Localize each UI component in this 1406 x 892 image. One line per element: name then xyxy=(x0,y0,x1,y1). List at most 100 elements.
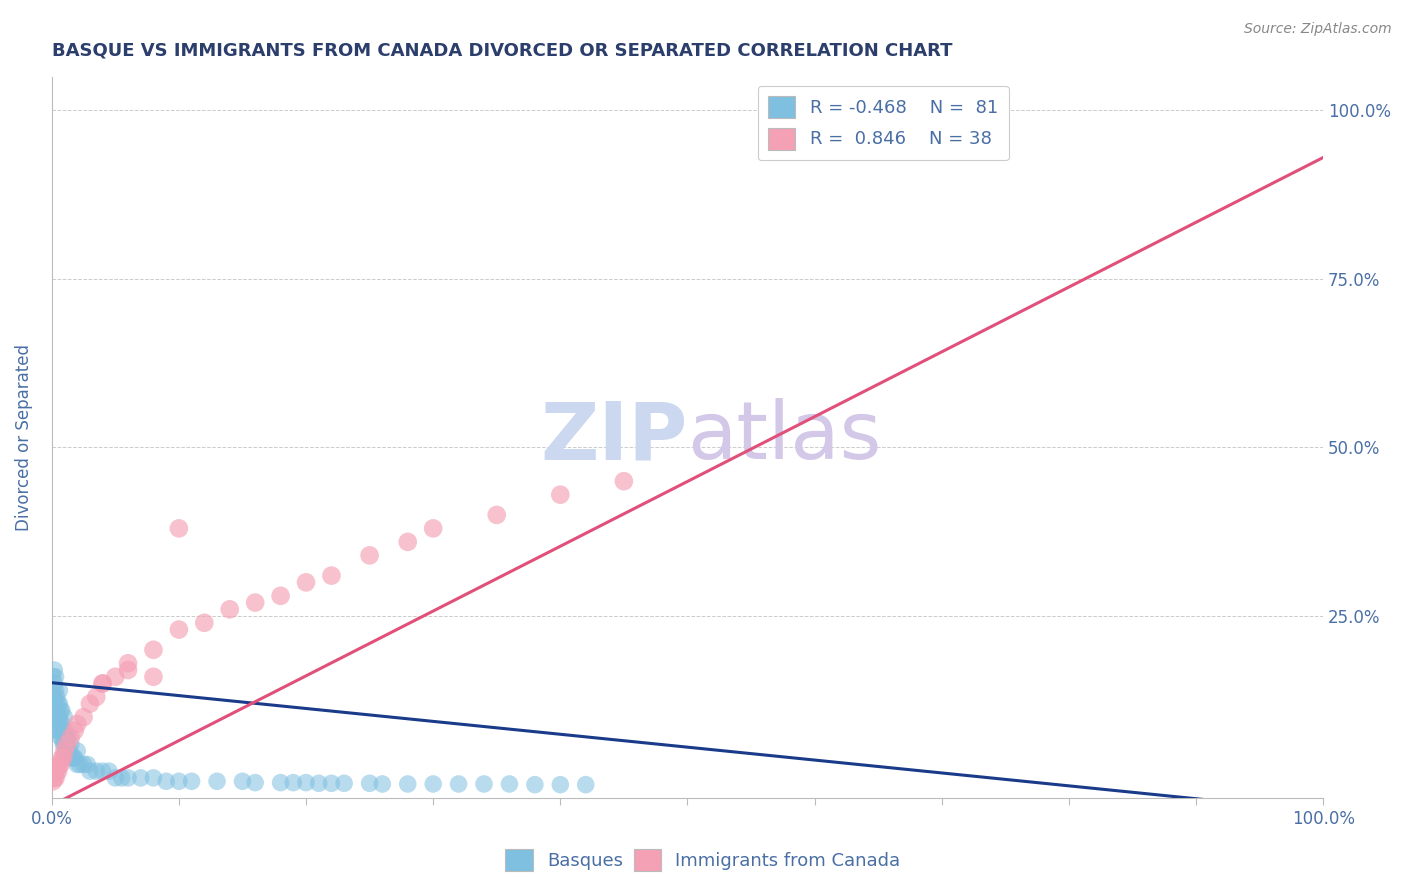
Point xyxy=(117,663,139,677)
Point xyxy=(359,549,381,563)
Point xyxy=(46,723,69,738)
Point xyxy=(44,690,66,704)
Point xyxy=(550,778,572,792)
Text: atlas: atlas xyxy=(688,399,882,476)
Point xyxy=(66,744,89,758)
Point xyxy=(56,731,79,745)
Point xyxy=(44,663,66,677)
Point xyxy=(231,774,253,789)
Point xyxy=(72,710,94,724)
Point xyxy=(49,757,72,772)
Point xyxy=(66,757,89,772)
Point xyxy=(167,774,190,789)
Point xyxy=(42,670,65,684)
Point xyxy=(46,710,69,724)
Point xyxy=(52,737,75,751)
Point xyxy=(243,775,266,789)
Point xyxy=(104,670,127,684)
Point xyxy=(51,731,73,745)
Point xyxy=(371,777,394,791)
Point xyxy=(45,683,67,698)
Point xyxy=(53,737,76,751)
Point xyxy=(55,731,77,745)
Point xyxy=(117,771,139,785)
Point xyxy=(472,777,495,791)
Point xyxy=(49,717,72,731)
Point xyxy=(79,697,101,711)
Text: BASQUE VS IMMIGRANTS FROM CANADA DIVORCED OR SEPARATED CORRELATION CHART: BASQUE VS IMMIGRANTS FROM CANADA DIVORCE… xyxy=(52,42,952,60)
Point xyxy=(44,676,66,690)
Point xyxy=(45,771,67,785)
Point xyxy=(142,670,165,684)
Point xyxy=(91,764,114,779)
Point xyxy=(321,776,343,790)
Point xyxy=(613,474,636,488)
Point xyxy=(44,771,66,785)
Point xyxy=(333,776,356,790)
Point xyxy=(142,642,165,657)
Point xyxy=(270,775,292,789)
Point xyxy=(45,670,67,684)
Point xyxy=(56,737,79,751)
Point xyxy=(97,764,120,779)
Point xyxy=(111,771,134,785)
Point xyxy=(45,710,67,724)
Point xyxy=(66,717,89,731)
Point xyxy=(48,683,70,698)
Point xyxy=(76,757,98,772)
Point xyxy=(270,589,292,603)
Point xyxy=(167,521,190,535)
Point xyxy=(44,703,66,717)
Point xyxy=(45,703,67,717)
Point xyxy=(396,534,419,549)
Point xyxy=(59,731,82,745)
Point xyxy=(45,717,67,731)
Point xyxy=(283,775,305,789)
Point xyxy=(104,771,127,785)
Point xyxy=(321,568,343,582)
Point xyxy=(60,750,83,764)
Point xyxy=(308,776,330,790)
Text: Source: ZipAtlas.com: Source: ZipAtlas.com xyxy=(1244,22,1392,37)
Point xyxy=(53,744,76,758)
Point xyxy=(62,750,84,764)
Point xyxy=(45,690,67,704)
Point xyxy=(498,777,520,791)
Point xyxy=(218,602,240,616)
Point xyxy=(48,723,70,738)
Point xyxy=(142,771,165,785)
Point xyxy=(53,710,76,724)
Point xyxy=(72,757,94,772)
Point xyxy=(396,777,419,791)
Point xyxy=(550,488,572,502)
Point xyxy=(193,615,215,630)
Point xyxy=(205,774,228,789)
Point xyxy=(167,623,190,637)
Point xyxy=(46,764,69,779)
Point xyxy=(59,750,82,764)
Point xyxy=(55,744,77,758)
Point xyxy=(69,757,91,772)
Point xyxy=(79,764,101,779)
Point xyxy=(42,683,65,698)
Point xyxy=(63,723,86,738)
Point xyxy=(243,596,266,610)
Point xyxy=(49,731,72,745)
Point xyxy=(359,776,381,790)
Point xyxy=(56,744,79,758)
Point xyxy=(51,750,73,764)
Point xyxy=(58,731,80,745)
Point xyxy=(51,703,73,717)
Point xyxy=(523,778,546,792)
Point xyxy=(42,774,65,789)
Point xyxy=(53,723,76,738)
Point xyxy=(575,778,598,792)
Point xyxy=(52,750,75,764)
Point xyxy=(58,744,80,758)
Point xyxy=(422,521,444,535)
Point xyxy=(295,775,318,789)
Y-axis label: Divorced or Separated: Divorced or Separated xyxy=(15,343,32,531)
Point xyxy=(59,737,82,751)
Point xyxy=(447,777,470,791)
Point xyxy=(48,757,70,772)
